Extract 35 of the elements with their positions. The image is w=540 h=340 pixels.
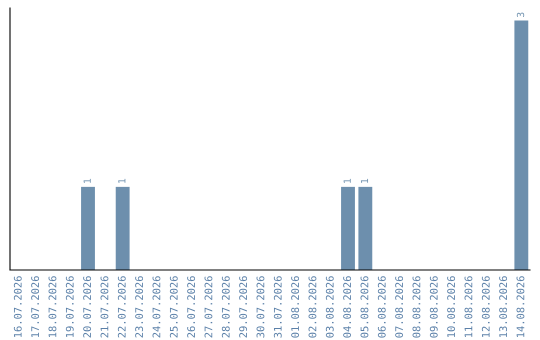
data-label: 1	[344, 178, 351, 183]
x-tick-label: 19.07.2026	[66, 276, 74, 338]
x-tick-label: 07.08.2026	[395, 276, 404, 338]
data-label: 1	[118, 178, 126, 183]
x-tick-label: 08.08.2026	[412, 276, 420, 338]
x-tick-label: 26.07.2026	[187, 276, 196, 338]
x-tick-label: 12.08.2026	[482, 276, 490, 338]
x-tick-label: 05.08.2026	[360, 276, 368, 338]
data-label: 3	[516, 12, 524, 18]
x-tick-label: 31.07.2026	[274, 276, 282, 338]
data-label: 1	[360, 178, 368, 183]
x-tick-label: 02.08.2026	[308, 276, 316, 338]
data-label: 1	[84, 178, 91, 183]
x-tick-label: 13.08.2026	[499, 276, 508, 338]
x-tick-label: 11.08.2026	[464, 276, 472, 338]
x-tick-label: 21.07.2026	[100, 276, 108, 338]
x-tick-label: 01.08.2026	[291, 276, 300, 338]
x-tick-label: 17.07.2026	[31, 276, 40, 338]
x-tick-label: 25.07.2026	[170, 276, 178, 338]
x-tick-label: 04.08.2026	[343, 276, 352, 338]
x-tick-label: 20.07.2026	[83, 276, 92, 338]
x-tick-label: 30.07.2026	[256, 276, 264, 338]
x-tick-label: 18.07.2026	[48, 276, 56, 338]
x-tick-label: 06.08.2026	[378, 276, 386, 338]
x-tick-label: 14.08.2026	[516, 276, 524, 338]
x-tick-label: 29.07.2026	[239, 276, 248, 338]
x-tick-label: 24.07.2026	[152, 276, 160, 338]
x-tick-label: 27.07.2026	[204, 276, 212, 338]
x-tick-label: 23.07.2026	[135, 276, 144, 338]
x-tick-label: 22.07.2026	[118, 276, 126, 338]
x-tick-label: 03.08.2026	[326, 276, 334, 338]
x-tick-label: 28.07.2026	[222, 276, 230, 338]
x-tick-label: 16.07.2026	[14, 276, 22, 338]
x-tick-label: 10.08.2026	[447, 276, 456, 338]
x-tick-label: 09.08.2026	[430, 276, 438, 338]
